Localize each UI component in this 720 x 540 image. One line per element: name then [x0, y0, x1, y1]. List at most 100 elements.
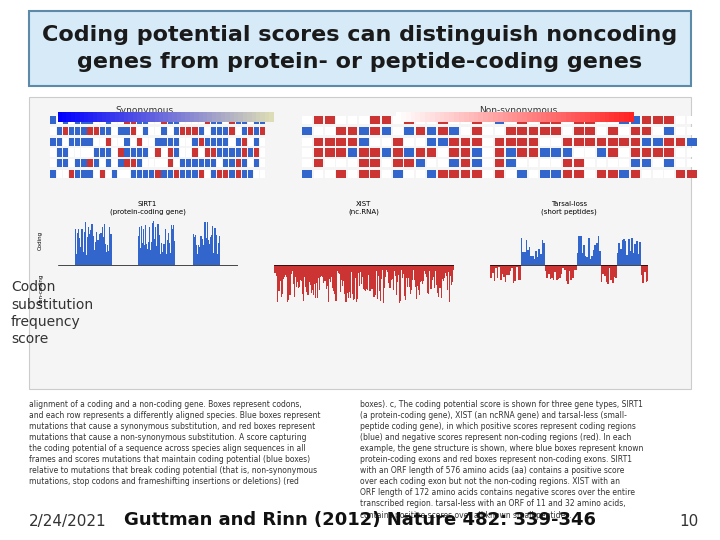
Bar	[665, 148, 674, 157]
Bar	[642, 159, 652, 167]
Bar	[118, 127, 124, 135]
Bar	[359, 148, 369, 157]
Bar	[619, 148, 629, 157]
Bar	[161, 242, 162, 265]
Bar	[372, 265, 374, 281]
Bar	[495, 170, 504, 178]
Bar	[137, 116, 142, 124]
Bar	[427, 170, 436, 178]
Bar	[118, 148, 124, 157]
Bar	[144, 245, 145, 265]
Bar	[393, 159, 402, 167]
Bar	[112, 170, 117, 178]
Bar	[549, 265, 552, 279]
Bar	[608, 127, 618, 135]
Text: 2/24/2021: 2/24/2021	[29, 514, 107, 529]
Bar	[211, 116, 216, 124]
Bar	[254, 116, 259, 124]
Bar	[203, 112, 207, 122]
Bar	[642, 138, 652, 146]
Bar	[554, 265, 556, 272]
Bar	[287, 265, 289, 300]
Bar	[202, 239, 203, 265]
Bar	[483, 116, 493, 124]
Bar	[540, 159, 549, 167]
Bar	[387, 265, 388, 272]
Bar	[495, 138, 504, 146]
Bar	[156, 159, 161, 167]
Bar	[238, 112, 243, 122]
Bar	[527, 112, 532, 122]
Bar	[302, 116, 312, 124]
Bar	[536, 112, 541, 122]
Bar	[461, 148, 470, 157]
Bar	[149, 170, 154, 178]
Bar	[370, 148, 380, 157]
Bar	[451, 265, 452, 285]
Bar	[653, 148, 662, 157]
Bar	[562, 159, 572, 167]
Bar	[50, 170, 55, 178]
Bar	[516, 265, 518, 267]
Bar	[617, 253, 618, 265]
Bar	[336, 127, 346, 135]
Bar	[195, 246, 197, 265]
Bar	[199, 170, 204, 178]
Bar	[653, 170, 662, 178]
Bar	[624, 239, 625, 265]
Bar	[495, 116, 504, 124]
Bar	[488, 112, 493, 122]
Bar	[513, 112, 517, 122]
Bar	[247, 112, 251, 122]
Bar	[631, 138, 640, 146]
Bar	[194, 112, 199, 122]
Bar	[335, 265, 336, 285]
Bar	[427, 138, 436, 146]
Bar	[489, 265, 490, 273]
Bar	[552, 159, 561, 167]
Bar	[242, 159, 247, 167]
Bar	[562, 265, 564, 268]
Bar	[518, 148, 527, 157]
Bar	[199, 112, 203, 122]
Bar	[644, 265, 646, 272]
Bar	[314, 265, 315, 284]
Bar	[396, 265, 397, 295]
Bar	[428, 265, 429, 294]
Bar	[214, 239, 215, 265]
Bar	[302, 138, 312, 146]
Bar	[318, 265, 320, 279]
Bar	[528, 247, 531, 265]
Bar	[421, 265, 423, 281]
Bar	[588, 238, 590, 265]
Bar	[585, 170, 595, 178]
Bar	[230, 138, 235, 146]
Bar	[217, 159, 222, 167]
Bar	[609, 112, 614, 122]
Bar	[176, 112, 181, 122]
Bar	[518, 265, 519, 280]
Bar	[540, 138, 549, 146]
Bar	[472, 138, 482, 146]
Bar	[417, 265, 418, 286]
Bar	[427, 116, 436, 124]
Bar	[483, 112, 488, 122]
Bar	[254, 148, 259, 157]
Bar	[199, 148, 204, 157]
Bar	[376, 265, 377, 271]
Bar	[112, 159, 117, 167]
Bar	[211, 159, 216, 167]
Bar	[149, 159, 154, 167]
Bar	[431, 265, 433, 282]
Bar	[597, 116, 606, 124]
Bar	[331, 265, 332, 277]
Bar	[603, 265, 604, 274]
Bar	[63, 159, 68, 167]
Bar	[234, 112, 238, 122]
Bar	[302, 159, 312, 167]
Bar	[305, 265, 307, 292]
Bar	[687, 159, 697, 167]
Bar	[526, 240, 527, 265]
Bar	[472, 127, 482, 135]
Bar	[235, 116, 240, 124]
